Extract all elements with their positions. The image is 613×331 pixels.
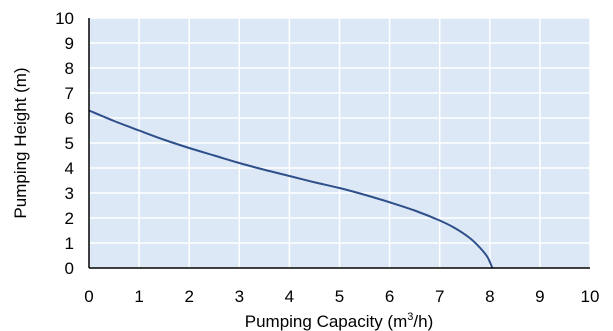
x-axis-title: Pumping Capacity (m3/h) <box>245 311 433 331</box>
y-tick-label: 10 <box>55 9 74 28</box>
y-tick-label: 0 <box>65 259 74 278</box>
y-tick-label: 3 <box>65 184 74 203</box>
y-tick-label: 8 <box>65 59 74 78</box>
y-axis-title: Pumping Height (m) <box>11 67 30 218</box>
x-tick-label: 9 <box>535 287 544 306</box>
x-tick-label: 6 <box>385 287 394 306</box>
x-tick-label: 7 <box>435 287 444 306</box>
y-tick-label: 2 <box>65 209 74 228</box>
x-tick-label: 4 <box>285 287 294 306</box>
x-tick-label: 5 <box>335 287 344 306</box>
x-tick-label: 8 <box>485 287 494 306</box>
x-tick-labels: 0 1 2 3 4 5 6 7 8 9 10 <box>84 287 599 306</box>
x-tick-label: 2 <box>184 287 193 306</box>
y-tick-labels: 0 1 2 3 4 5 6 7 8 9 10 <box>55 9 74 278</box>
y-tick-label: 7 <box>65 84 74 103</box>
y-tick-label: 4 <box>65 159 74 178</box>
x-tick-label: 0 <box>84 287 93 306</box>
y-tick-label: 9 <box>65 34 74 53</box>
x-tick-label: 1 <box>134 287 143 306</box>
series-line-pump-curve <box>88 109 494 269</box>
y-tick-label: 6 <box>65 109 74 128</box>
x-tick-label: 10 <box>581 287 600 306</box>
y-tick-label: 1 <box>65 234 74 253</box>
gridlines <box>88 17 591 269</box>
y-tick-label: 5 <box>65 134 74 153</box>
x-tick-label: 3 <box>235 287 244 306</box>
